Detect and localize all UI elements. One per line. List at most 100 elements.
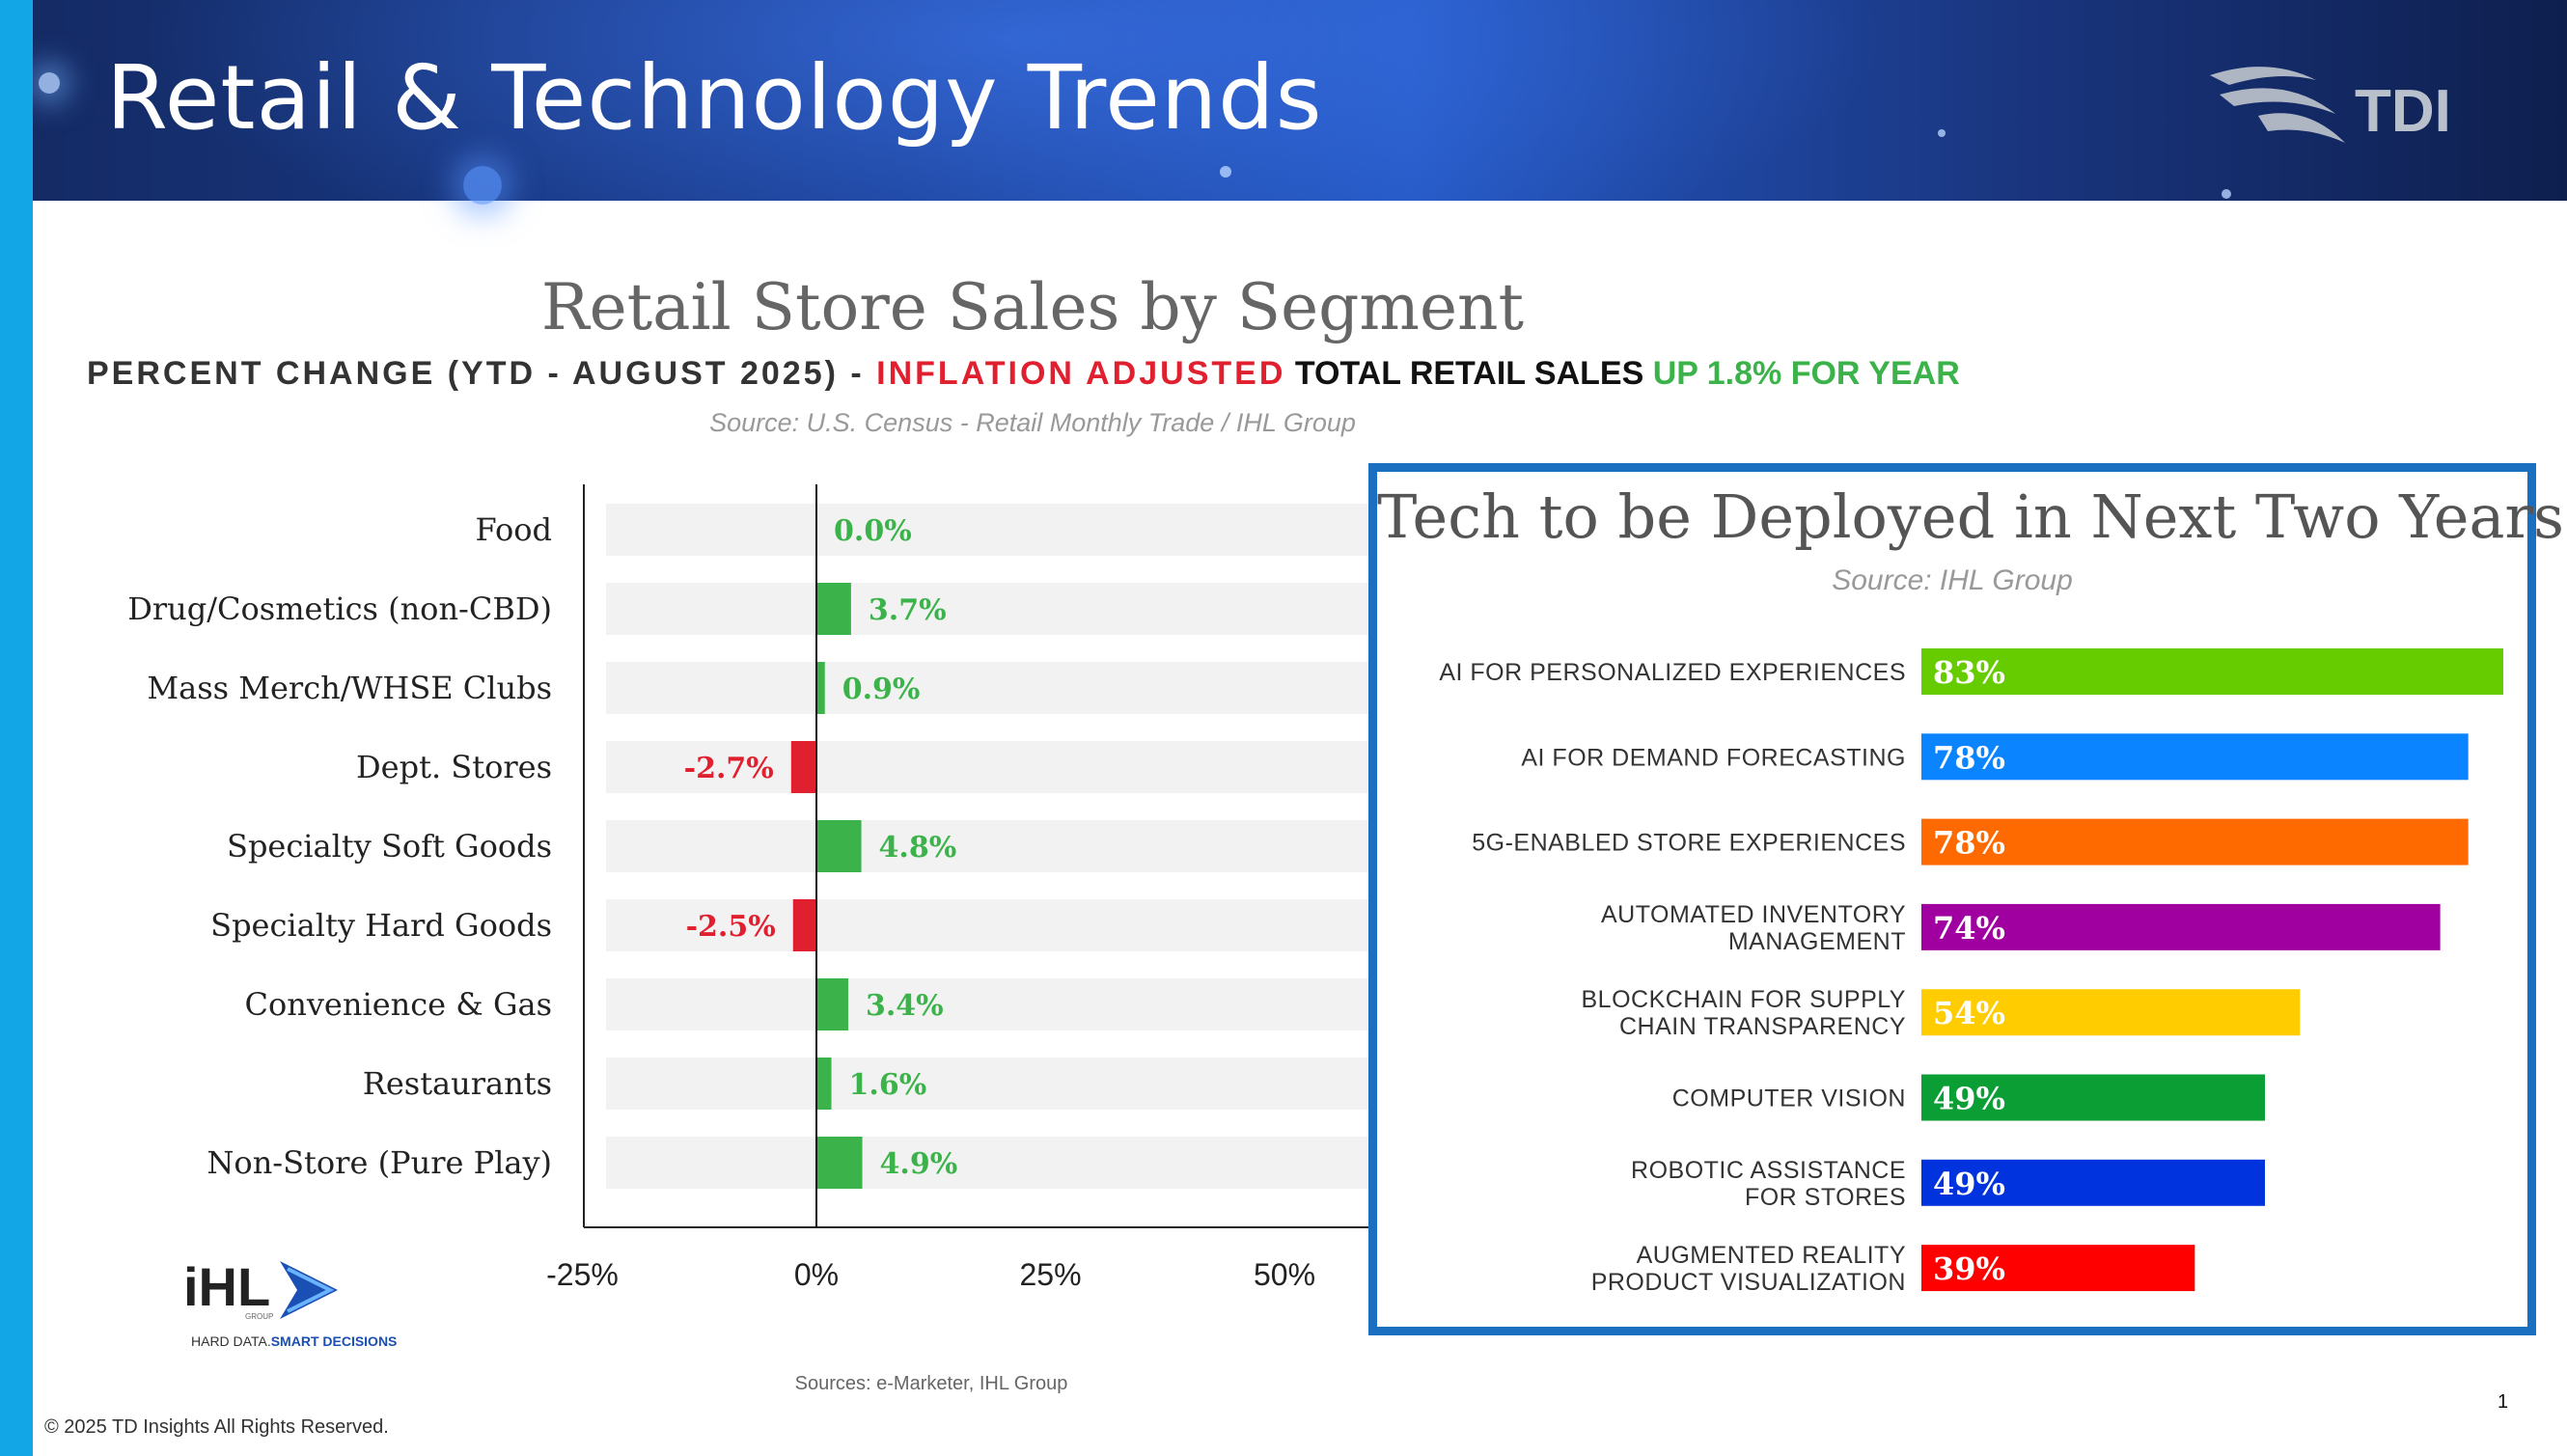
tdi-logo-swoosh — [2258, 113, 2345, 143]
row-background — [606, 978, 1370, 1030]
category-label: AI FOR PERSONALIZED EXPERIENCES — [1439, 659, 1906, 686]
page-number: 1 — [2498, 1391, 2509, 1413]
bar — [816, 1058, 832, 1110]
category-label: ROBOTIC ASSISTANCE — [1631, 1157, 1906, 1184]
tech-deployment-panel: Tech to be Deployed in Next Two Years So… — [1368, 463, 2564, 1335]
footer-copyright: © 2025 TD Insights All Rights Reserved. — [44, 1416, 389, 1438]
tdi-logo-swoosh — [2210, 67, 2316, 85]
subtitle-total-retail-sales: TOTAL RETAIL SALES — [1285, 355, 1653, 392]
bar — [1921, 903, 2441, 950]
tech-chart-source: Source: IHL Group — [1832, 564, 2073, 596]
row-background — [606, 662, 1370, 714]
x-tick-label: 50% — [1254, 1257, 1315, 1292]
data-label: 3.4% — [866, 989, 944, 1023]
decorative-dot — [463, 166, 502, 205]
category-label: 5G-ENABLED STORE EXPERIENCES — [1472, 830, 1906, 857]
x-tick-label: 0% — [794, 1257, 839, 1292]
bar — [1921, 648, 2503, 695]
data-label: 4.8% — [879, 831, 957, 865]
ihl-tagline-hard-data: HARD DATA. — [191, 1333, 271, 1349]
category-label: BLOCKCHAIN FOR SUPPLY — [1581, 986, 1906, 1013]
subtitle-up-for-year: UP 1.8% FOR YEAR — [1652, 355, 1960, 392]
row-background — [606, 820, 1370, 872]
row-background — [606, 741, 1370, 793]
footer-sources: Sources: e-Marketer, IHL Group — [794, 1373, 1068, 1394]
data-label: 54% — [1933, 995, 2005, 1031]
left-accent-stripe — [0, 0, 33, 1456]
category-label: CHAIN TRANSPARENCY — [1619, 1013, 1906, 1040]
retail-sales-bar-chart: Food 0.0% Drug/Cosmetics (non-CBD) 3.7% Mass… — [127, 484, 1370, 1292]
category-label: MANAGEMENT — [1728, 928, 1906, 955]
category-label: Specialty Soft Goods — [227, 828, 552, 865]
ihl-logo-group-text: GROUP — [245, 1312, 273, 1321]
row-background — [606, 1137, 1370, 1189]
row-background — [606, 504, 1370, 556]
bar — [816, 662, 825, 714]
tdi-logo: TDI — [2210, 67, 2451, 145]
subtitle-percent-change: PERCENT CHANGE (YTD - AUGUST 2025) - — [87, 355, 877, 392]
data-label: 49% — [1933, 1081, 2005, 1117]
category-label: PRODUCT VISUALIZATION — [1591, 1269, 1906, 1296]
category-label: FOR STORES — [1745, 1184, 1906, 1211]
category-label: COMPUTER VISION — [1672, 1085, 1906, 1113]
ihl-logo-arrow-outline — [287, 1267, 335, 1313]
data-label: 4.9% — [880, 1147, 958, 1181]
subtitle-inflation-adjusted: INFLATION ADJUSTED — [876, 355, 1286, 392]
tdi-logo-text: TDI — [2355, 78, 2451, 145]
data-label: 83% — [1933, 654, 2005, 691]
tech-deployment-bar-chart: 83% AI FOR PERSONALIZED EXPERIENCES 78% AI … — [1439, 648, 2503, 1296]
x-tick-label: -25% — [546, 1257, 619, 1292]
bar — [816, 820, 862, 872]
ihl-logo-text: iHL — [183, 1256, 270, 1317]
data-label: -2.5% — [686, 910, 776, 944]
data-label: 49% — [1933, 1166, 2005, 1202]
category-label: Dept. Stores — [356, 749, 552, 785]
bar — [816, 583, 851, 635]
bar — [1921, 1074, 2265, 1121]
bar — [1921, 733, 2469, 781]
ihl-logo-arrow — [280, 1261, 338, 1319]
bar — [816, 978, 848, 1030]
row-background — [606, 1058, 1370, 1110]
category-label: Non-Store (Pure Play) — [207, 1144, 552, 1181]
data-label: 0.9% — [842, 673, 921, 706]
bar — [816, 1137, 863, 1189]
bar — [790, 741, 816, 793]
decorative-dot — [2222, 189, 2231, 199]
data-label: 74% — [1933, 910, 2005, 947]
data-label: 0.0% — [834, 514, 912, 548]
row-background — [606, 583, 1370, 635]
bar — [1921, 1245, 2195, 1292]
category-label: AI FOR DEMAND FORECASTING — [1521, 744, 1906, 771]
category-label: Restaurants — [363, 1065, 552, 1102]
category-label: Drug/Cosmetics (non-CBD) — [127, 591, 552, 627]
category-label: AUGMENTED REALITY — [1637, 1242, 1906, 1269]
tdi-logo-swoosh — [2220, 88, 2335, 114]
category-label: AUTOMATED INVENTORY — [1601, 901, 1906, 928]
header-banner — [0, 0, 2567, 205]
decorative-dot — [1220, 166, 1231, 178]
data-label: 3.7% — [869, 593, 947, 627]
row-background — [606, 899, 1370, 951]
decorative-dot — [39, 72, 60, 94]
category-label: Convenience & Gas — [244, 986, 552, 1023]
bar — [1921, 818, 2469, 865]
data-label: 78% — [1933, 825, 2005, 862]
ihl-group-logo: iHL GROUP HARD DATA.SMART DECISIONS — [183, 1256, 397, 1349]
page-title: Retail & Technology Trends — [106, 46, 1323, 150]
category-label: Specialty Hard Goods — [210, 907, 552, 944]
retail-chart-subtitle: PERCENT CHANGE (YTD - AUGUST 2025) - INF… — [87, 355, 1960, 393]
data-label: -2.7% — [684, 752, 774, 785]
ihl-logo-tagline: HARD DATA.SMART DECISIONS — [191, 1333, 397, 1349]
bar — [1921, 1159, 2265, 1206]
decorative-dot — [1938, 129, 1946, 137]
bar — [792, 899, 816, 951]
data-label: 78% — [1933, 739, 2005, 776]
data-label: 39% — [1933, 1250, 2005, 1287]
bar — [1921, 989, 2301, 1036]
retail-chart-source: Source: U.S. Census - Retail Monthly Tra… — [709, 408, 1356, 437]
tech-chart-title: Tech to be Deployed in Next Two Years — [1377, 481, 2564, 552]
data-label: 1.6% — [849, 1068, 927, 1102]
category-label: Food — [476, 511, 552, 548]
x-tick-label: 25% — [1019, 1257, 1081, 1292]
